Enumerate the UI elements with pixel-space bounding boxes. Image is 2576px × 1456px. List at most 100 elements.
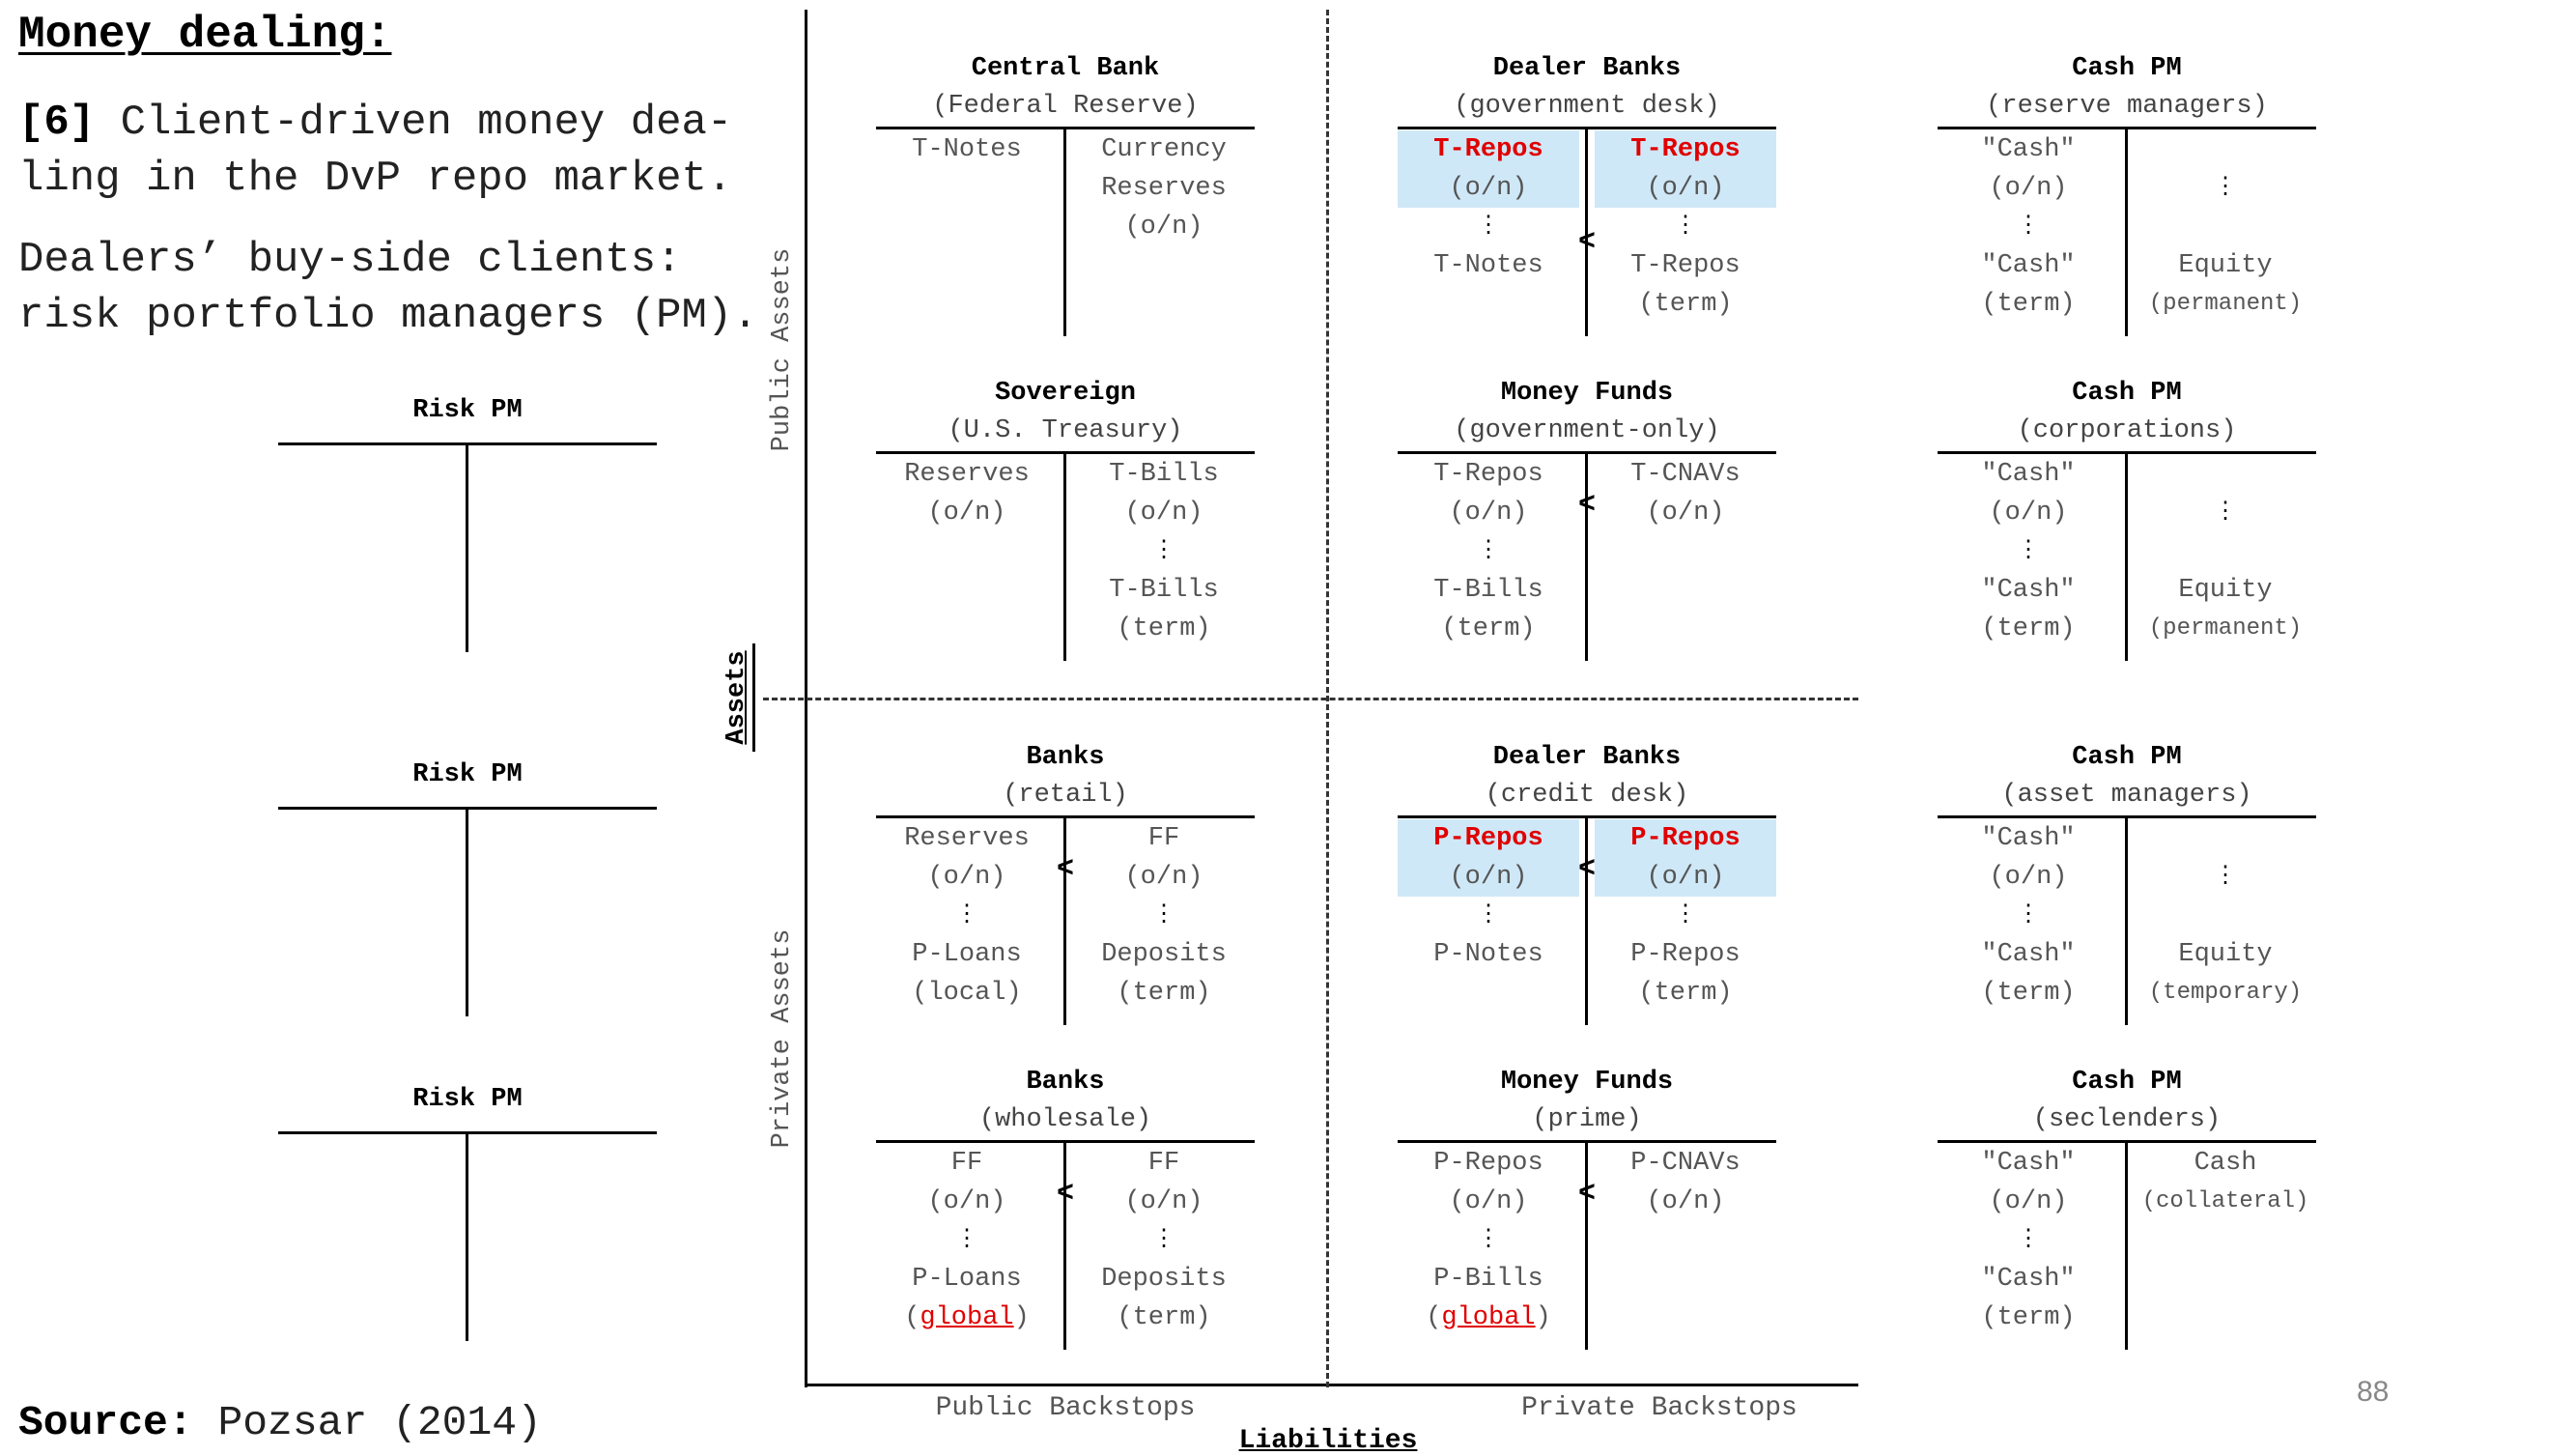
vertical-ellipsis: ⋮ xyxy=(2214,864,2237,890)
account-name: Cash PM xyxy=(2072,1068,2182,1097)
liability-item: (collateral) xyxy=(2141,1188,2309,1214)
less-than-sign: < xyxy=(1056,1178,1074,1211)
paren-open: ( xyxy=(1426,1303,1442,1332)
spacer xyxy=(2135,819,2316,858)
paren-close: ) xyxy=(1535,1303,1551,1332)
account-subtitle: (credit desk) xyxy=(1485,781,1689,810)
t-account-divider xyxy=(2125,128,2128,336)
slide-title: Money dealing: xyxy=(18,10,392,60)
liability-item: (temporary) xyxy=(2148,980,2303,1006)
asset-item-global: (global) xyxy=(876,1299,1058,1337)
global-link[interactable]: global xyxy=(920,1303,1014,1332)
vertical-ellipsis: ⋮ xyxy=(1674,902,1697,928)
liability-item: (o/n) xyxy=(1646,499,1725,528)
asset-item: "Cash" xyxy=(1981,135,2076,164)
account-name: Money Funds xyxy=(1500,1068,1674,1097)
t-account-divider xyxy=(466,1132,468,1341)
private-backstops-label: Private Backstops xyxy=(1521,1393,1798,1423)
asset-item: (o/n) xyxy=(1989,174,2068,203)
asset-item: (o/n) xyxy=(1989,1187,2068,1216)
asset-item: T-Repos xyxy=(1433,460,1543,489)
account-name: Money Funds xyxy=(1500,379,1674,408)
public-backstops-label: Public Backstops xyxy=(935,1393,1196,1423)
assets-column: T-Repos (o/n) ⋮ T-Notes xyxy=(1398,130,1579,285)
account-subtitle: (prime) xyxy=(1532,1105,1642,1134)
liabilities-axis-horizontal xyxy=(805,1384,1858,1386)
account-cash-pm-asset-managers: Cash PM (asset managers) "Cash" (o/n) ⋮ … xyxy=(1938,739,2316,1068)
asset-item: T-Bills xyxy=(1433,576,1543,605)
liability-item: P-CNAVs xyxy=(1630,1149,1741,1178)
risk-pm-label: Risk PM xyxy=(412,760,523,789)
paren-open: ( xyxy=(904,1303,920,1332)
less-than-sign: < xyxy=(1577,853,1596,886)
risk-pm-label: Risk PM xyxy=(412,396,523,425)
liabilities-column: ⋮ Equity (permanent) xyxy=(2135,455,2316,648)
highlighted-item: T-Repos xyxy=(1398,130,1579,169)
public-assets-label: Public Assets xyxy=(768,247,797,452)
liability-item: Equity xyxy=(2178,576,2273,605)
asset-item: "Cash" xyxy=(1981,251,2076,280)
risk-pm-account-3: Risk PM xyxy=(278,1081,657,1371)
liability-item: Currency xyxy=(1101,135,1227,164)
vertical-ellipsis: ⋮ xyxy=(1477,1227,1500,1253)
assets-column: P-Repos (o/n) ⋮ P-Bills (global) xyxy=(1398,1144,1579,1337)
account-subtitle: (wholesale) xyxy=(978,1105,1152,1134)
t-account-divider xyxy=(1063,128,1066,336)
asset-item: "Cash" xyxy=(1981,940,2076,969)
risk-pm-label: Risk PM xyxy=(412,1085,523,1114)
vertical-ellipsis: ⋮ xyxy=(1477,538,1500,564)
vertical-ellipsis: ⋮ xyxy=(1152,538,1175,564)
liability-item: (o/n) xyxy=(1124,1187,1203,1216)
less-than-sign: < xyxy=(1577,489,1596,522)
vertical-ellipsis: ⋮ xyxy=(2214,175,2237,201)
asset-item: (o/n) xyxy=(927,1187,1006,1216)
account-cash-pm-reserve: Cash PM (reserve managers) "Cash" (o/n) … xyxy=(1938,50,2316,379)
t-account-divider xyxy=(466,443,468,652)
page-number: 88 xyxy=(2357,1376,2390,1408)
global-link[interactable]: global xyxy=(1441,1303,1536,1332)
t-account-divider xyxy=(1585,128,1588,336)
asset-item: (term) xyxy=(1981,290,2076,319)
liability-item: T-Bills xyxy=(1109,460,1219,489)
asset-item: Reserves xyxy=(904,460,1030,489)
liabilities-column: Cash (collateral) xyxy=(2135,1144,2316,1221)
liabilities-column: P-Repos (o/n) ⋮ P-Repos (term) xyxy=(1595,819,1776,1013)
liability-item: (term) xyxy=(1117,979,1211,1008)
less-than-sign: < xyxy=(1577,226,1596,259)
spacer xyxy=(2135,897,2316,935)
assets-divider-dashed xyxy=(763,698,1858,700)
account-subtitle: (U.S. Treasury) xyxy=(948,416,1183,445)
assets-bar xyxy=(752,643,755,752)
highlighted-item: (o/n) xyxy=(1595,169,1776,208)
paragraph-two-line1: Dealers’ buy-side clients: xyxy=(18,236,682,284)
account-name: Dealer Banks xyxy=(1492,743,1682,772)
asset-item: "Cash" xyxy=(1981,824,2076,853)
t-account-divider xyxy=(1585,816,1588,1025)
asset-item: (term) xyxy=(1981,1303,2076,1332)
private-assets-label: Private Assets xyxy=(768,928,797,1149)
asset-item: (term) xyxy=(1441,614,1536,643)
paragraph-one-line2: ling in the DvP repo market. xyxy=(18,155,733,203)
liability-item: Reserves xyxy=(1101,174,1227,203)
account-central-bank: Central Bank (Federal Reserve) T-Notes C… xyxy=(876,50,1255,379)
assets-column: "Cash" (o/n) ⋮ "Cash" (term) xyxy=(1938,819,2119,1013)
account-dealer-banks-government: Dealer Banks (government desk) T-Repos (… xyxy=(1398,50,1776,379)
paren-close: ) xyxy=(1013,1303,1030,1332)
account-sovereign: Sovereign (U.S. Treasury) Reserves (o/n)… xyxy=(876,375,1255,703)
account-cash-pm-corporations: Cash PM (corporations) "Cash" (o/n) ⋮ "C… xyxy=(1938,375,2316,703)
asset-item: (o/n) xyxy=(1449,499,1528,528)
assets-column: T-Notes xyxy=(876,130,1058,169)
t-account-divider xyxy=(1063,452,1066,661)
spacer xyxy=(2135,208,2316,246)
t-account-divider xyxy=(2125,816,2128,1025)
account-name: Cash PM xyxy=(2072,379,2182,408)
liability-item: (o/n) xyxy=(1646,1187,1725,1216)
assets-column: P-Repos (o/n) ⋮ P-Notes xyxy=(1398,819,1579,974)
vertical-ellipsis: ⋮ xyxy=(2017,902,2040,928)
vertical-ellipsis: ⋮ xyxy=(1152,1227,1175,1253)
account-cash-pm-seclenders: Cash PM (seclenders) "Cash" (o/n) ⋮ "Cas… xyxy=(1938,1064,2316,1392)
liability-item: (permanent) xyxy=(2148,615,2303,642)
vertical-ellipsis: ⋮ xyxy=(2017,1227,2040,1253)
asset-item: (term) xyxy=(1981,614,2076,643)
liability-item: Equity xyxy=(2178,940,2273,969)
